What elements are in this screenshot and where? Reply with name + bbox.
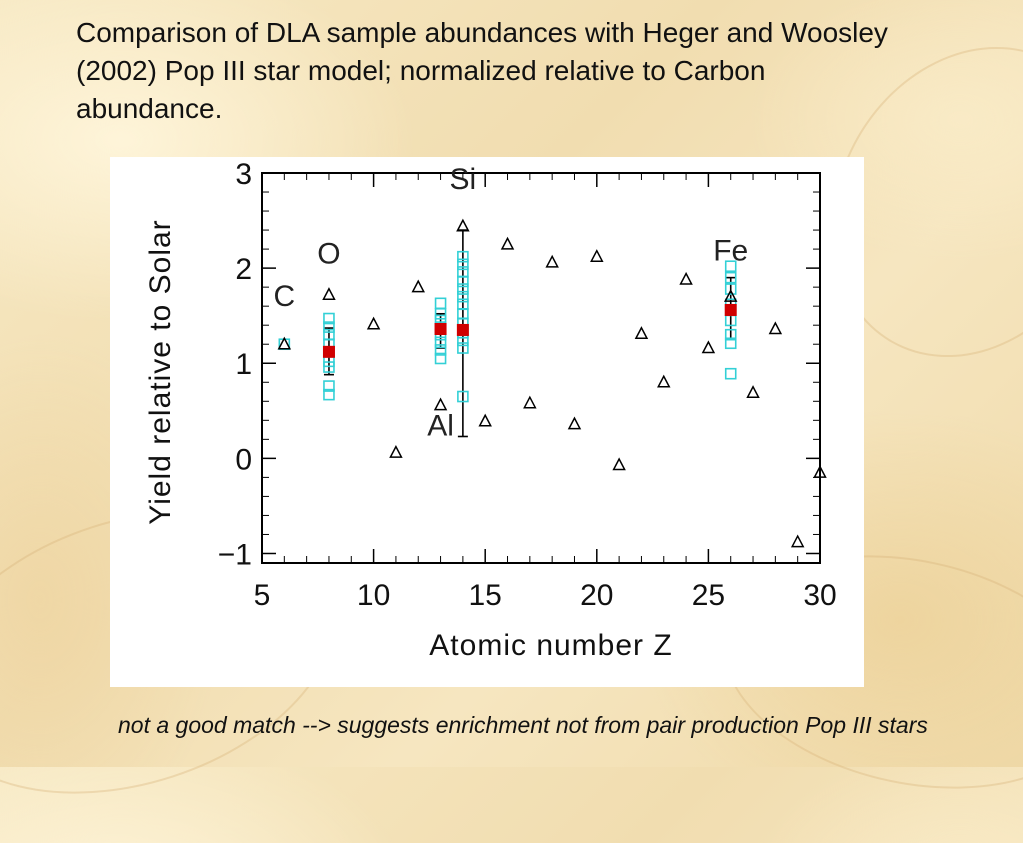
dla-point — [724, 283, 737, 295]
model-point — [389, 445, 403, 458]
model-point — [433, 397, 448, 411]
dla-point — [323, 312, 335, 325]
footer-conclusion-text: not a good match --> suggests enrichment… — [118, 712, 928, 738]
element-annotation: O — [317, 237, 340, 270]
model-point — [523, 395, 537, 409]
model-point — [411, 279, 425, 293]
dla-point — [457, 283, 469, 295]
element-annotation: C — [273, 280, 295, 313]
dla-point — [323, 321, 335, 333]
dla-point — [457, 250, 469, 263]
dla-point — [434, 297, 447, 310]
x-tick-label: 20 — [580, 579, 613, 612]
model-point — [657, 374, 671, 388]
dla-point — [434, 336, 447, 349]
y-tick-label: 2 — [235, 253, 252, 286]
plot-frame — [261, 172, 821, 564]
model-point — [723, 289, 738, 302]
model-point — [500, 236, 515, 250]
model-point — [634, 326, 649, 340]
model-point — [322, 287, 336, 301]
dla-point — [457, 390, 469, 403]
dla-point — [457, 342, 469, 354]
x-axis-title: Atomic number Z — [429, 629, 672, 662]
dla-mean-point — [456, 323, 469, 336]
model-point — [366, 316, 381, 330]
chart-panel: C O Si Al Fe 5 10 15 20 25 30 3 2 1 0 −1 Atomic number … — [110, 157, 864, 687]
model-point — [277, 336, 292, 350]
dla-mean-point — [322, 345, 335, 358]
element-annotation: Si — [450, 163, 477, 196]
model-point — [746, 385, 760, 398]
y-tick-label: 1 — [235, 348, 252, 381]
model-point — [701, 340, 716, 354]
model-point — [813, 465, 827, 478]
dla-point — [323, 361, 335, 373]
dla-point — [434, 307, 447, 320]
dla-point — [457, 275, 469, 288]
y-tick-label: 3 — [235, 158, 252, 191]
model-point — [679, 271, 693, 285]
model-point — [545, 254, 559, 268]
y-tick-label: −1 — [218, 538, 252, 571]
x-tick-label: 30 — [803, 579, 836, 612]
dla-mean-point — [434, 323, 447, 335]
model-point — [478, 413, 492, 427]
x-tick-label: 25 — [692, 579, 725, 612]
x-tick-label: 5 — [254, 579, 271, 612]
dla-point — [724, 337, 737, 350]
y-axis-title: Yield relative to Solar — [144, 219, 177, 524]
model-point — [456, 218, 470, 232]
x-tick-label: 15 — [469, 579, 502, 612]
dla-mean-point — [724, 303, 737, 316]
x-tick-label: 10 — [357, 579, 390, 612]
dla-point — [434, 344, 447, 356]
element-annotation: Fe — [713, 235, 748, 268]
dla-point — [724, 271, 737, 284]
element-annotation: Al — [427, 410, 454, 443]
model-point — [768, 321, 783, 335]
y-tick-label: 0 — [235, 443, 252, 476]
dla-point — [323, 388, 335, 401]
model-point — [567, 416, 582, 430]
dla-point — [323, 380, 335, 392]
dla-point — [457, 258, 469, 271]
dla-point — [724, 328, 737, 341]
dla-point — [457, 290, 469, 303]
model-point — [590, 249, 604, 262]
dla-point — [724, 367, 737, 380]
slide-title: Comparison of DLA sample abundances with… — [76, 17, 888, 124]
model-point — [612, 457, 626, 471]
dla-point — [724, 260, 737, 273]
model-point — [790, 534, 805, 548]
dla-point — [434, 352, 447, 365]
